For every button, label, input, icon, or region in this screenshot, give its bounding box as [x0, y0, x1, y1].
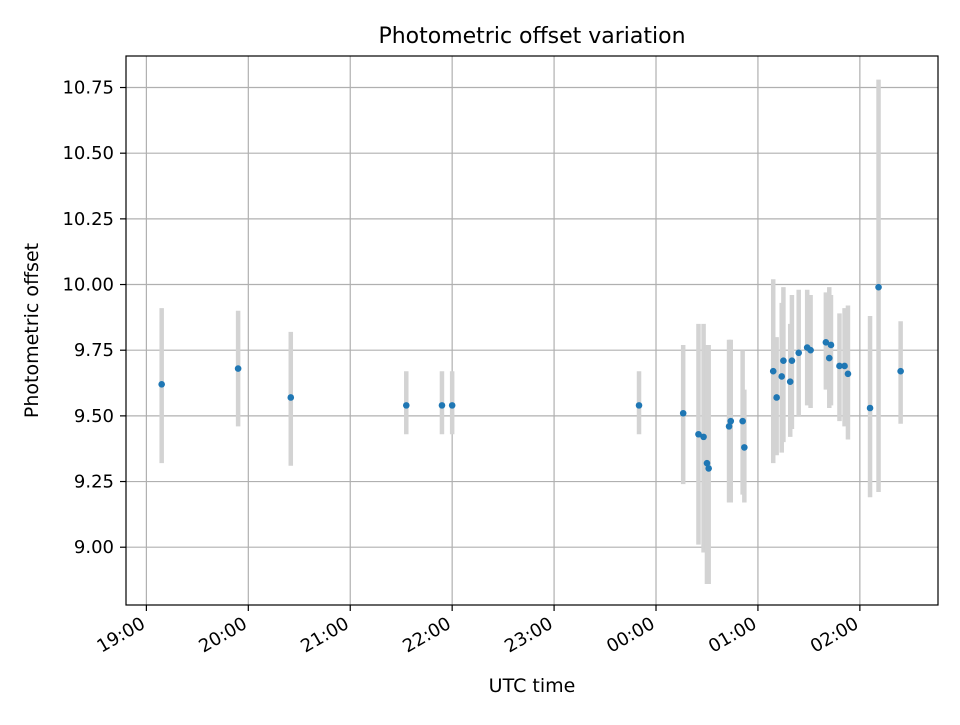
data-point	[695, 430, 702, 438]
axis-ticks: 19:00 20:00 21:00 22:00 23:00 00:00 01:00 02:00…	[62, 78, 862, 658]
error-bars	[159, 79, 903, 584]
data-point	[841, 362, 848, 370]
y-tick-label: 9.75	[74, 340, 114, 361]
x-tick-label: 23:00	[501, 613, 556, 657]
data-point	[635, 402, 643, 409]
y-tick-label: 9.50	[74, 406, 114, 427]
data-point	[786, 378, 794, 386]
x-tick-label: 02:00	[807, 613, 862, 657]
data-point	[448, 402, 456, 409]
data-point	[778, 373, 786, 380]
data-point	[807, 346, 814, 354]
data-point	[827, 341, 835, 349]
data-point	[825, 354, 833, 362]
data-point	[727, 417, 735, 425]
y-tick-label: 10.00	[62, 275, 114, 296]
y-tick-label: 10.50	[62, 143, 114, 164]
x-tick-label: 22:00	[399, 613, 454, 657]
data-point	[234, 365, 242, 372]
x-axis-label: UTC time	[489, 675, 576, 697]
data-point	[287, 394, 295, 401]
axes-frame	[125, 55, 939, 606]
x-tick-label: 01:00	[705, 613, 760, 657]
data-point	[700, 433, 707, 441]
data-point	[725, 423, 733, 430]
data-point	[773, 394, 780, 401]
chart-title: Photometric offset variation	[378, 24, 685, 49]
x-tick-label: 19:00	[93, 613, 148, 657]
data-point	[780, 357, 787, 365]
y-tick-label: 9.25	[74, 472, 114, 493]
data-point	[679, 409, 687, 417]
data-point	[705, 465, 712, 472]
x-tick-label: 20:00	[195, 613, 250, 657]
y-axis-label: Photometric offset	[21, 243, 43, 418]
data-point	[158, 381, 165, 388]
y-tick-label: 9.00	[74, 537, 114, 558]
data-point	[739, 417, 746, 425]
data-point	[788, 357, 796, 365]
data-point	[402, 402, 410, 409]
data-point	[844, 370, 852, 378]
data-point	[769, 367, 777, 375]
x-tick-label: 21:00	[297, 613, 352, 657]
data-point	[795, 349, 803, 357]
data-point	[703, 459, 711, 467]
data-point	[866, 404, 874, 412]
data-point	[822, 339, 830, 346]
x-tick-label: 00:00	[603, 613, 658, 657]
data-point	[438, 402, 446, 409]
data-point	[741, 444, 748, 451]
y-tick-label: 10.25	[62, 209, 114, 230]
data-point	[836, 362, 843, 370]
data-point	[875, 283, 882, 291]
data-points	[158, 283, 904, 472]
grid-lines	[126, 56, 938, 605]
y-tick-label: 10.75	[62, 78, 114, 99]
data-point	[897, 367, 904, 375]
